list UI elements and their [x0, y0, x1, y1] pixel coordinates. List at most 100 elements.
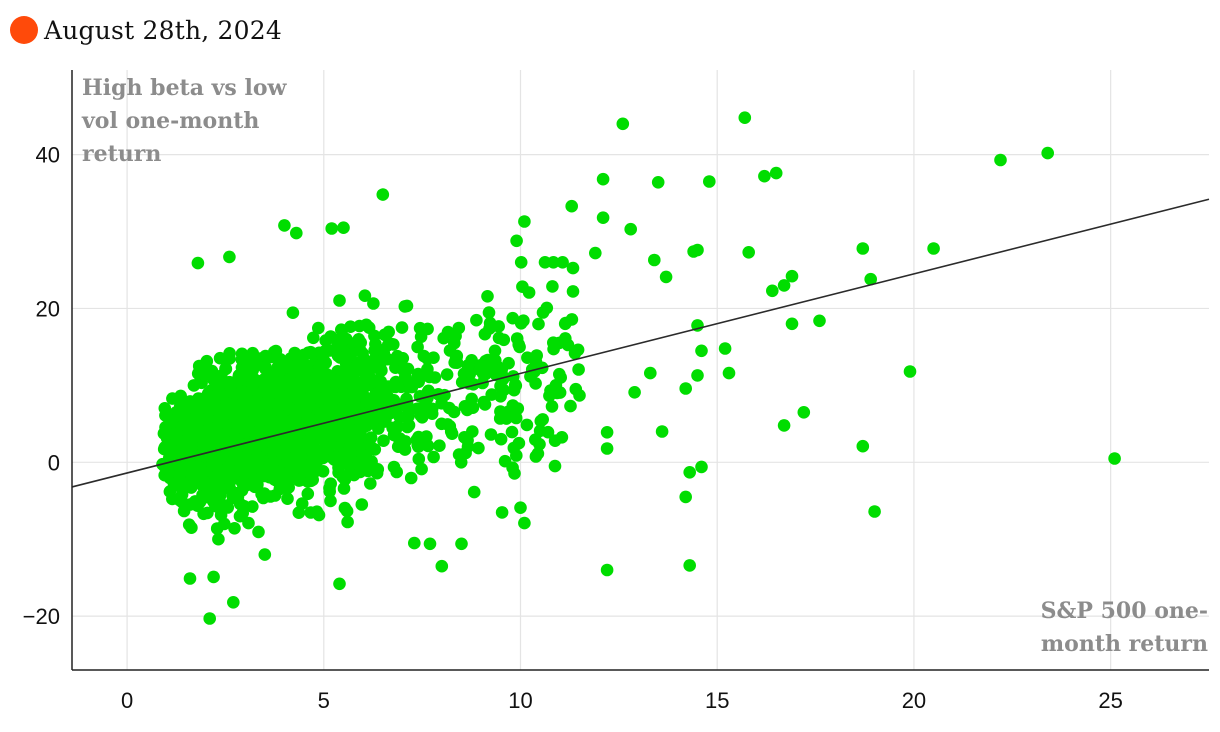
data-point — [533, 424, 547, 438]
data-point — [459, 446, 472, 460]
data-point — [401, 403, 415, 416]
data-point — [329, 376, 342, 390]
data-point — [208, 395, 221, 409]
data-point — [427, 351, 440, 365]
data-point — [565, 199, 578, 213]
data-point — [482, 306, 496, 319]
data-point — [513, 340, 526, 354]
data-point — [777, 419, 791, 432]
data-point — [185, 437, 198, 451]
data-point — [245, 454, 258, 467]
data-point — [467, 378, 480, 391]
data-point — [427, 450, 440, 464]
data-point — [455, 375, 469, 389]
data-point — [510, 449, 523, 462]
data-point — [624, 222, 637, 236]
data-point — [282, 400, 296, 414]
data-point — [559, 332, 572, 345]
data-point — [340, 504, 354, 518]
data-point — [199, 477, 212, 490]
data-point — [207, 570, 220, 584]
data-point — [360, 318, 373, 332]
data-point — [589, 246, 602, 260]
data-point — [520, 418, 534, 432]
data-point — [355, 498, 369, 511]
data-point — [326, 451, 339, 465]
data-point — [856, 439, 870, 453]
data-point — [336, 470, 350, 484]
data-point — [571, 343, 585, 357]
data-point — [322, 404, 335, 418]
live-dot-icon — [10, 16, 38, 44]
data-point — [247, 397, 260, 411]
data-point — [377, 434, 390, 448]
data-point — [206, 455, 220, 469]
data-point — [253, 415, 267, 429]
data-point — [691, 243, 704, 257]
data-point — [411, 369, 425, 383]
data-point — [281, 492, 294, 506]
data-point — [510, 234, 523, 248]
data-point — [363, 397, 377, 411]
data-point — [352, 333, 366, 346]
data-point — [282, 358, 296, 372]
data-point — [291, 425, 305, 439]
data-point — [343, 434, 357, 447]
data-point — [236, 506, 249, 520]
data-point — [484, 428, 498, 441]
data-point — [268, 464, 281, 477]
data-point — [304, 346, 318, 360]
data-point — [703, 175, 716, 188]
data-point — [387, 428, 401, 442]
data-point — [268, 419, 281, 433]
data-point — [497, 383, 511, 397]
data-point — [193, 363, 206, 377]
y-axis-annotation: High beta vs low — [82, 75, 287, 101]
data-point — [293, 383, 306, 397]
data-point — [566, 261, 580, 275]
data-point — [316, 451, 330, 465]
data-point — [548, 459, 562, 473]
data-point — [176, 447, 189, 460]
data-point — [365, 441, 378, 454]
data-point — [785, 317, 799, 331]
x-tick-label: 5 — [318, 688, 330, 713]
data-point — [173, 493, 186, 507]
data-point — [367, 297, 380, 310]
data-point — [242, 443, 255, 457]
data-point — [478, 327, 492, 341]
data-point — [514, 317, 528, 330]
data-point — [868, 505, 881, 518]
data-point — [472, 441, 485, 455]
data-point — [655, 425, 669, 438]
data-point — [364, 477, 377, 490]
data-point — [295, 368, 308, 381]
data-point — [355, 355, 369, 369]
data-point — [435, 559, 449, 573]
data-point — [203, 612, 216, 625]
data-point — [485, 388, 499, 401]
data-point — [600, 442, 614, 455]
data-point — [903, 365, 917, 378]
data-point — [228, 522, 241, 535]
data-point — [323, 481, 336, 495]
data-point — [447, 405, 461, 419]
data-point — [258, 548, 272, 561]
data-point — [330, 335, 344, 348]
data-point — [186, 448, 200, 461]
data-point — [218, 434, 232, 448]
x-tick-label: 25 — [1098, 688, 1122, 713]
data-point — [564, 399, 577, 413]
data-point — [212, 532, 225, 546]
x-tick-label: 20 — [902, 688, 926, 713]
data-point — [266, 366, 280, 380]
data-point — [301, 411, 314, 425]
data-point — [404, 471, 418, 485]
data-point — [547, 255, 560, 269]
data-point — [325, 222, 339, 235]
data-point — [534, 414, 548, 428]
data-point — [566, 285, 580, 298]
data-point — [175, 436, 189, 449]
data-point — [391, 349, 404, 363]
